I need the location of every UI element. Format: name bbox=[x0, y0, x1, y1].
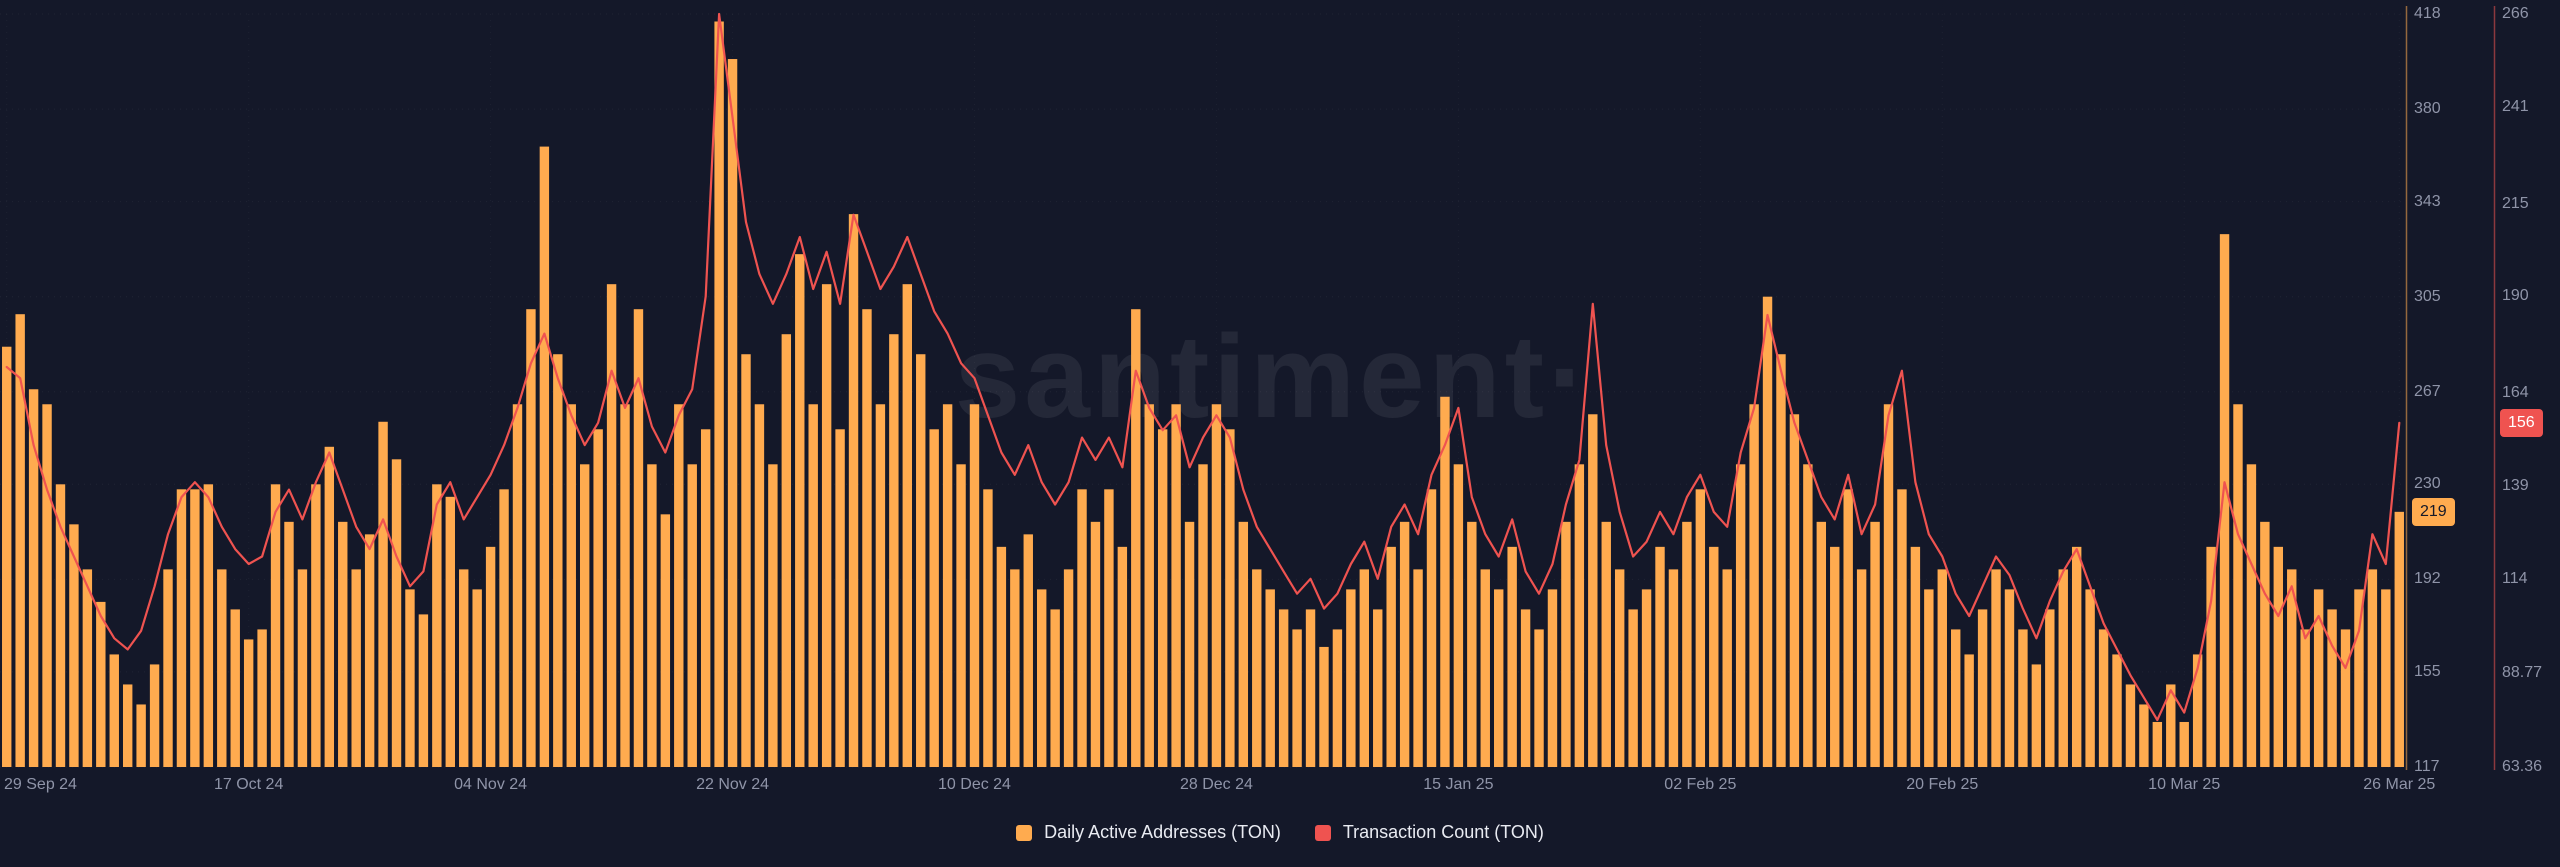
axis-tick-label: 418 bbox=[2414, 5, 2441, 22]
x-axis-tick-label: 22 Nov 24 bbox=[696, 776, 770, 793]
x-axis-tick-label: 02 Feb 25 bbox=[1664, 776, 1737, 793]
x-axis[interactable]: 29 Sep 24 17 Oct 24 04 Nov 24 22 Nov 24 10 D… bbox=[0, 776, 2480, 802]
x-axis-tick-label: 26 Mar 25 bbox=[2363, 776, 2436, 793]
axis-tick-label: 267 bbox=[2414, 382, 2441, 400]
legend-item-daily-active-addresses[interactable]: Daily Active Addresses (TON) bbox=[1016, 822, 1281, 843]
axis-tick-label: 88.77 bbox=[2502, 663, 2543, 681]
axis-tick-label: 164 bbox=[2502, 384, 2529, 402]
axis-tick-label: 63.36 bbox=[2502, 758, 2543, 775]
axis-tick-label: 215 bbox=[2502, 194, 2529, 212]
daa-legend-swatch-icon bbox=[1016, 824, 1033, 841]
daa-legend-label: Daily Active Addresses (TON) bbox=[1044, 822, 1281, 842]
axis-tick-label: 155 bbox=[2414, 662, 2441, 680]
legend: Daily Active Addresses (TON) Transaction… bbox=[0, 822, 2560, 843]
legend-item-transaction-count[interactable]: Transaction Count (TON) bbox=[1314, 822, 1544, 843]
axis-tick-label: 114 bbox=[2502, 569, 2528, 587]
daily-active-addresses-bars[interactable] bbox=[2, 21, 2404, 768]
axis-tick-label: 190 bbox=[2502, 287, 2529, 305]
x-axis-tick-label: 17 Oct 24 bbox=[213, 776, 284, 793]
x-axis-tick-label: 15 Jan 25 bbox=[1423, 776, 1494, 793]
y-axis-daily-active-addresses[interactable]: 418 380 343 305 267 230 192 155 117 bbox=[2414, 0, 2486, 867]
axis-tick-label: 192 bbox=[2414, 570, 2441, 588]
x-axis-tick-label: 20 Feb 25 bbox=[1906, 776, 1979, 793]
axis-tick-label: 117 bbox=[2414, 758, 2440, 775]
y-axis-transaction-count[interactable]: 266 241 215 190 164 139 114 88.77 63.36 bbox=[2502, 0, 2560, 867]
tx-current-value-badge: 156 bbox=[2500, 408, 2543, 437]
axis-tick-label: 343 bbox=[2414, 192, 2441, 210]
transaction-count-line[interactable] bbox=[5, 12, 2401, 722]
daa-current-value-badge: 219 bbox=[2412, 497, 2455, 526]
watermark: santiment· bbox=[954, 311, 1592, 443]
x-axis-tick-label: 04 Nov 24 bbox=[454, 776, 528, 793]
axis-tick-label: 241 bbox=[2502, 97, 2529, 115]
x-axis-tick-label: 10 Dec 24 bbox=[938, 776, 1011, 793]
axis-tick-label: 230 bbox=[2414, 475, 2441, 493]
tx-legend-label: Transaction Count (TON) bbox=[1342, 822, 1544, 842]
axis-tick-label: 139 bbox=[2502, 476, 2529, 494]
axis-tick-label: 380 bbox=[2414, 100, 2441, 118]
axis-tick-label: 305 bbox=[2414, 287, 2441, 305]
x-axis-tick-label: 28 Dec 24 bbox=[1179, 776, 1253, 793]
tx-legend-swatch-icon bbox=[1314, 824, 1331, 841]
x-axis-tick-label: 29 Sep 24 bbox=[4, 776, 77, 793]
axis-tick-label: 266 bbox=[2502, 5, 2529, 22]
x-axis-tick-label: 10 Mar 25 bbox=[2148, 776, 2221, 793]
